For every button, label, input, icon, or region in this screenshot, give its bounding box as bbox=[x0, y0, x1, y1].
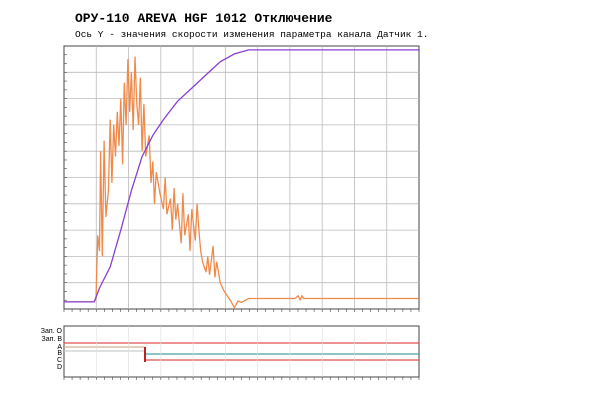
chart-subtitle: Ось Y - значения скорости изменения пара… bbox=[75, 29, 428, 40]
digital-label: Зап. В bbox=[42, 336, 63, 343]
digital-label: B bbox=[57, 350, 62, 357]
digital-label: A bbox=[57, 344, 62, 351]
series-line bbox=[64, 49, 419, 303]
digital-label: C bbox=[57, 357, 62, 364]
series-line bbox=[64, 56, 419, 310]
digital-label: D bbox=[57, 364, 62, 371]
digital-label: Зап. О bbox=[41, 328, 63, 335]
chart-title: ОРУ-110 AREVA HGF 1012 Отключение bbox=[75, 11, 333, 26]
